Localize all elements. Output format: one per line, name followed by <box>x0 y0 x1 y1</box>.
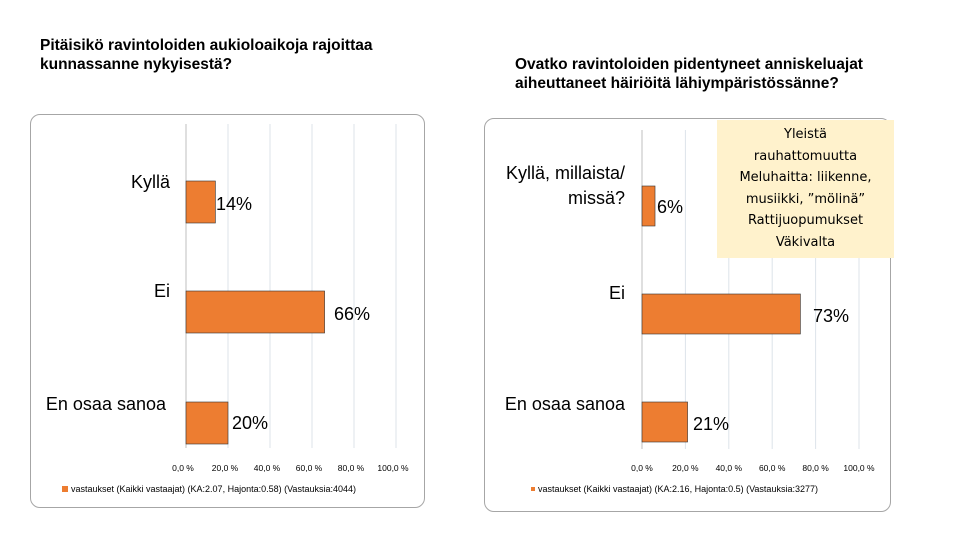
x-tick-label: 60,0 % <box>759 463 786 473</box>
x-tick-label: 40,0 % <box>716 463 743 473</box>
answers-note-box: Yleistä rauhattomuutta Meluhaitta: liike… <box>717 120 894 258</box>
x-tick-label: 0,0 % <box>172 463 194 473</box>
bar <box>185 290 325 334</box>
legend-swatch <box>531 487 535 491</box>
legend-swatch <box>62 486 68 492</box>
bar <box>641 293 801 335</box>
data-label: 14% <box>216 194 252 214</box>
category-label: Ei <box>609 283 625 303</box>
data-label: 66% <box>334 304 370 324</box>
chart-2-legend-label: vastaukset (Kaikki vastaajat) (KA:2.16, … <box>538 484 818 494</box>
chart-1-legend-label: vastaukset (Kaikki vastaajat) (KA:2.07, … <box>71 484 356 494</box>
data-label: 6% <box>657 197 683 217</box>
x-tick-label: 100,0 % <box>377 463 409 473</box>
x-tick-label: 100,0 % <box>843 463 875 473</box>
x-tick-label: 80,0 % <box>338 463 365 473</box>
note-line: Väkivalta <box>775 234 836 250</box>
chart-1-title: Pitäisikö ravintoloiden aukioloaikoja ra… <box>40 37 373 73</box>
note-line: rauhattomuutta <box>753 148 858 164</box>
bar <box>185 401 229 445</box>
category-label: Kyllä <box>131 172 171 192</box>
data-label: 20% <box>232 413 268 433</box>
category-label: missä? <box>568 188 625 208</box>
chart-2-legend: vastaukset (Kaikki vastaajat) (KA:2.16, … <box>531 484 818 494</box>
chart-1-legend: vastaukset (Kaikki vastaajat) (KA:2.07, … <box>62 484 356 494</box>
x-tick-label: 20,0 % <box>212 463 239 473</box>
x-tick-label: 80,0 % <box>802 463 829 473</box>
data-label: 73% <box>813 306 849 326</box>
x-tick-label: 40,0 % <box>254 463 281 473</box>
x-tick-label: 0,0 % <box>631 463 653 473</box>
bar <box>641 185 656 227</box>
category-label: Kyllä, millaista/ <box>506 163 625 183</box>
x-tick-label: 20,0 % <box>672 463 699 473</box>
category-label: En osaa sanoa <box>505 394 626 414</box>
category-label: En osaa sanoa <box>46 394 167 414</box>
note-line: Yleistä <box>784 127 827 142</box>
bar <box>641 401 688 443</box>
note-line: musiikki, ”mölinä” <box>745 191 866 207</box>
chart-2-title: Ovatko ravintoloiden pidentyneet anniske… <box>515 56 863 92</box>
note-line: Rattijuopumukset <box>747 213 864 228</box>
category-label: Ei <box>154 281 170 301</box>
bar <box>185 180 216 224</box>
x-tick-label: 60,0 % <box>296 463 323 473</box>
note-line: Meluhaitta: liikenne, <box>739 170 872 185</box>
data-label: 21% <box>693 414 729 434</box>
